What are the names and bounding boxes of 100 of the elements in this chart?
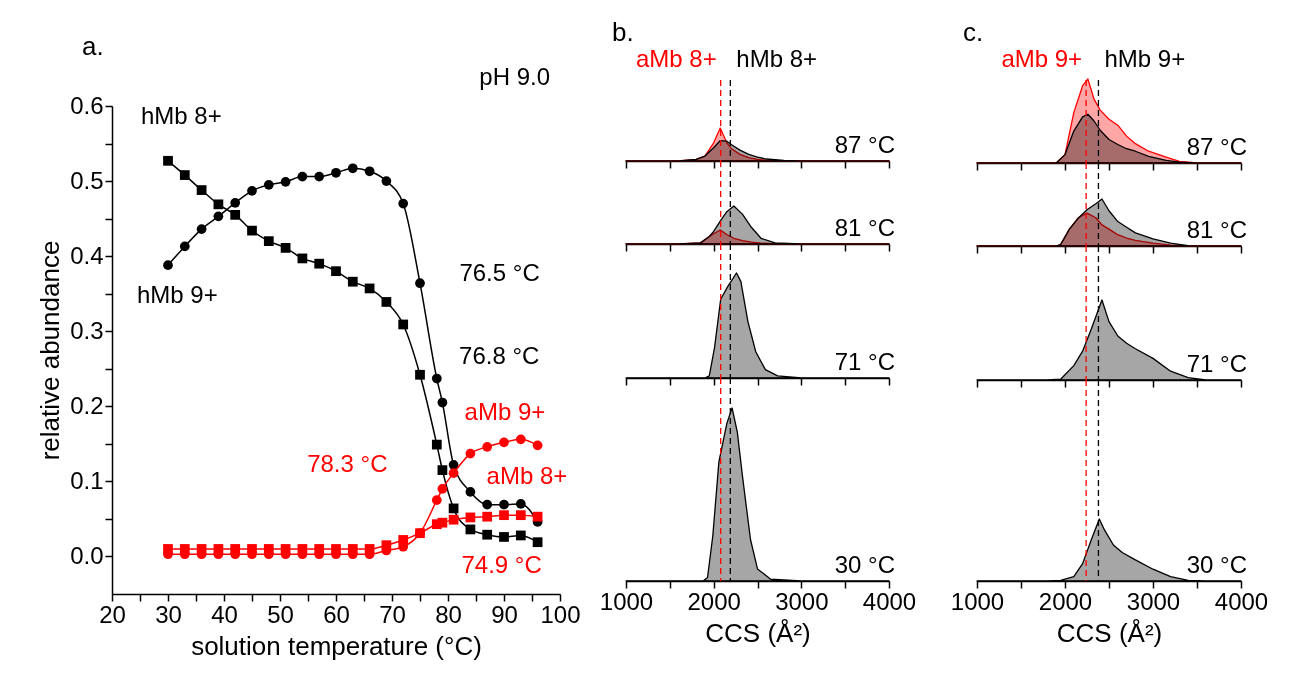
point [381, 540, 392, 551]
point [213, 211, 224, 222]
text: pH 9.0 [479, 63, 550, 90]
point [263, 236, 274, 247]
point [431, 373, 442, 384]
x-tick-label: 2000 [687, 587, 741, 615]
y-axis-title: relative abundance [35, 240, 66, 461]
point [437, 465, 448, 475]
point [331, 544, 341, 554]
point [247, 544, 257, 554]
ref-line-label: aMb 9+ [1001, 45, 1083, 72]
point [499, 510, 509, 521]
annotation: 81 °C [834, 214, 895, 241]
y-tick-label: 0.0 [70, 541, 104, 569]
point [482, 511, 493, 522]
point [314, 544, 325, 554]
point [465, 448, 476, 459]
point [331, 167, 341, 178]
y-tick-label: 0.2 [70, 391, 104, 419]
point [247, 185, 257, 196]
point [515, 530, 526, 541]
point [398, 319, 409, 330]
point [163, 544, 173, 554]
point [398, 198, 409, 209]
x-tick-label: 100 [540, 600, 581, 628]
y-tick-label: 0.6 [70, 91, 104, 119]
annotation: 71 °C [1186, 350, 1247, 377]
point [280, 176, 291, 187]
x-tick-label: 70 [379, 600, 406, 628]
point [482, 499, 493, 510]
point [532, 440, 543, 451]
point [213, 544, 224, 554]
point [515, 434, 526, 445]
point [196, 224, 207, 234]
annotation: 30 °C [834, 551, 895, 578]
point [437, 397, 448, 408]
point [381, 297, 392, 307]
x-tick-label: 60 [323, 600, 350, 628]
point [431, 495, 442, 506]
point [437, 517, 448, 528]
point [448, 468, 459, 478]
x-tick-label: 4000 [1214, 587, 1269, 615]
x-tick-label: 2000 [1038, 587, 1093, 615]
point [465, 487, 476, 497]
x-tick-label: 4000 [862, 587, 917, 615]
point [314, 171, 325, 182]
point [381, 176, 392, 186]
point [398, 535, 409, 545]
y-tick-label: 0.4 [70, 241, 104, 269]
point [448, 514, 459, 525]
point [415, 278, 425, 289]
point [347, 163, 358, 174]
point [163, 260, 173, 271]
point [415, 369, 425, 380]
point [196, 544, 207, 554]
point [230, 209, 241, 220]
x-tick-label: 90 [491, 600, 518, 628]
point [179, 544, 190, 554]
x-tick-label: 1000 [599, 587, 654, 615]
point [499, 437, 509, 448]
point [331, 266, 341, 277]
point [532, 511, 543, 522]
chart-title: b. [612, 17, 634, 47]
x-tick-label: 50 [267, 600, 294, 628]
ref-line-label: hMb 9+ [1104, 45, 1186, 72]
point [280, 544, 291, 554]
y-tick-label: 0.5 [70, 166, 104, 194]
point [482, 529, 493, 540]
point [163, 155, 173, 166]
x-tick-label: 40 [211, 600, 238, 628]
point [230, 197, 241, 208]
x-tick-label: 30 [155, 600, 182, 628]
point [482, 441, 493, 452]
ref-line-label: aMb 8+ [635, 45, 717, 72]
chart-title: a. [82, 31, 104, 61]
point [247, 225, 257, 236]
point [280, 243, 291, 253]
point [297, 544, 308, 554]
point [230, 544, 241, 554]
annotation: 30 °C [1186, 551, 1247, 578]
y-tick-label: 0.3 [70, 316, 104, 344]
x-axis-title: CCS (Å²) [705, 617, 811, 648]
annotation: 71 °C [834, 348, 895, 375]
annotation: 78.3 °C [307, 450, 388, 478]
annotation: 74.9 °C [461, 550, 542, 578]
annotation: 87 °C [834, 131, 895, 158]
point [179, 170, 190, 180]
x-tick-label: 20 [99, 600, 126, 628]
point [415, 528, 425, 539]
annotation: 81 °C [1186, 216, 1247, 243]
x-tick-label: 3000 [1126, 587, 1181, 615]
point [499, 499, 509, 510]
ref-line-label: hMb 8+ [736, 45, 818, 72]
chart-title: c. [963, 17, 984, 47]
annotation: 76.5 °C [459, 259, 540, 287]
point [437, 484, 448, 494]
point [515, 510, 526, 521]
point [347, 276, 358, 287]
point [179, 241, 190, 252]
x-axis-title: CCS (Å²) [1056, 617, 1163, 648]
